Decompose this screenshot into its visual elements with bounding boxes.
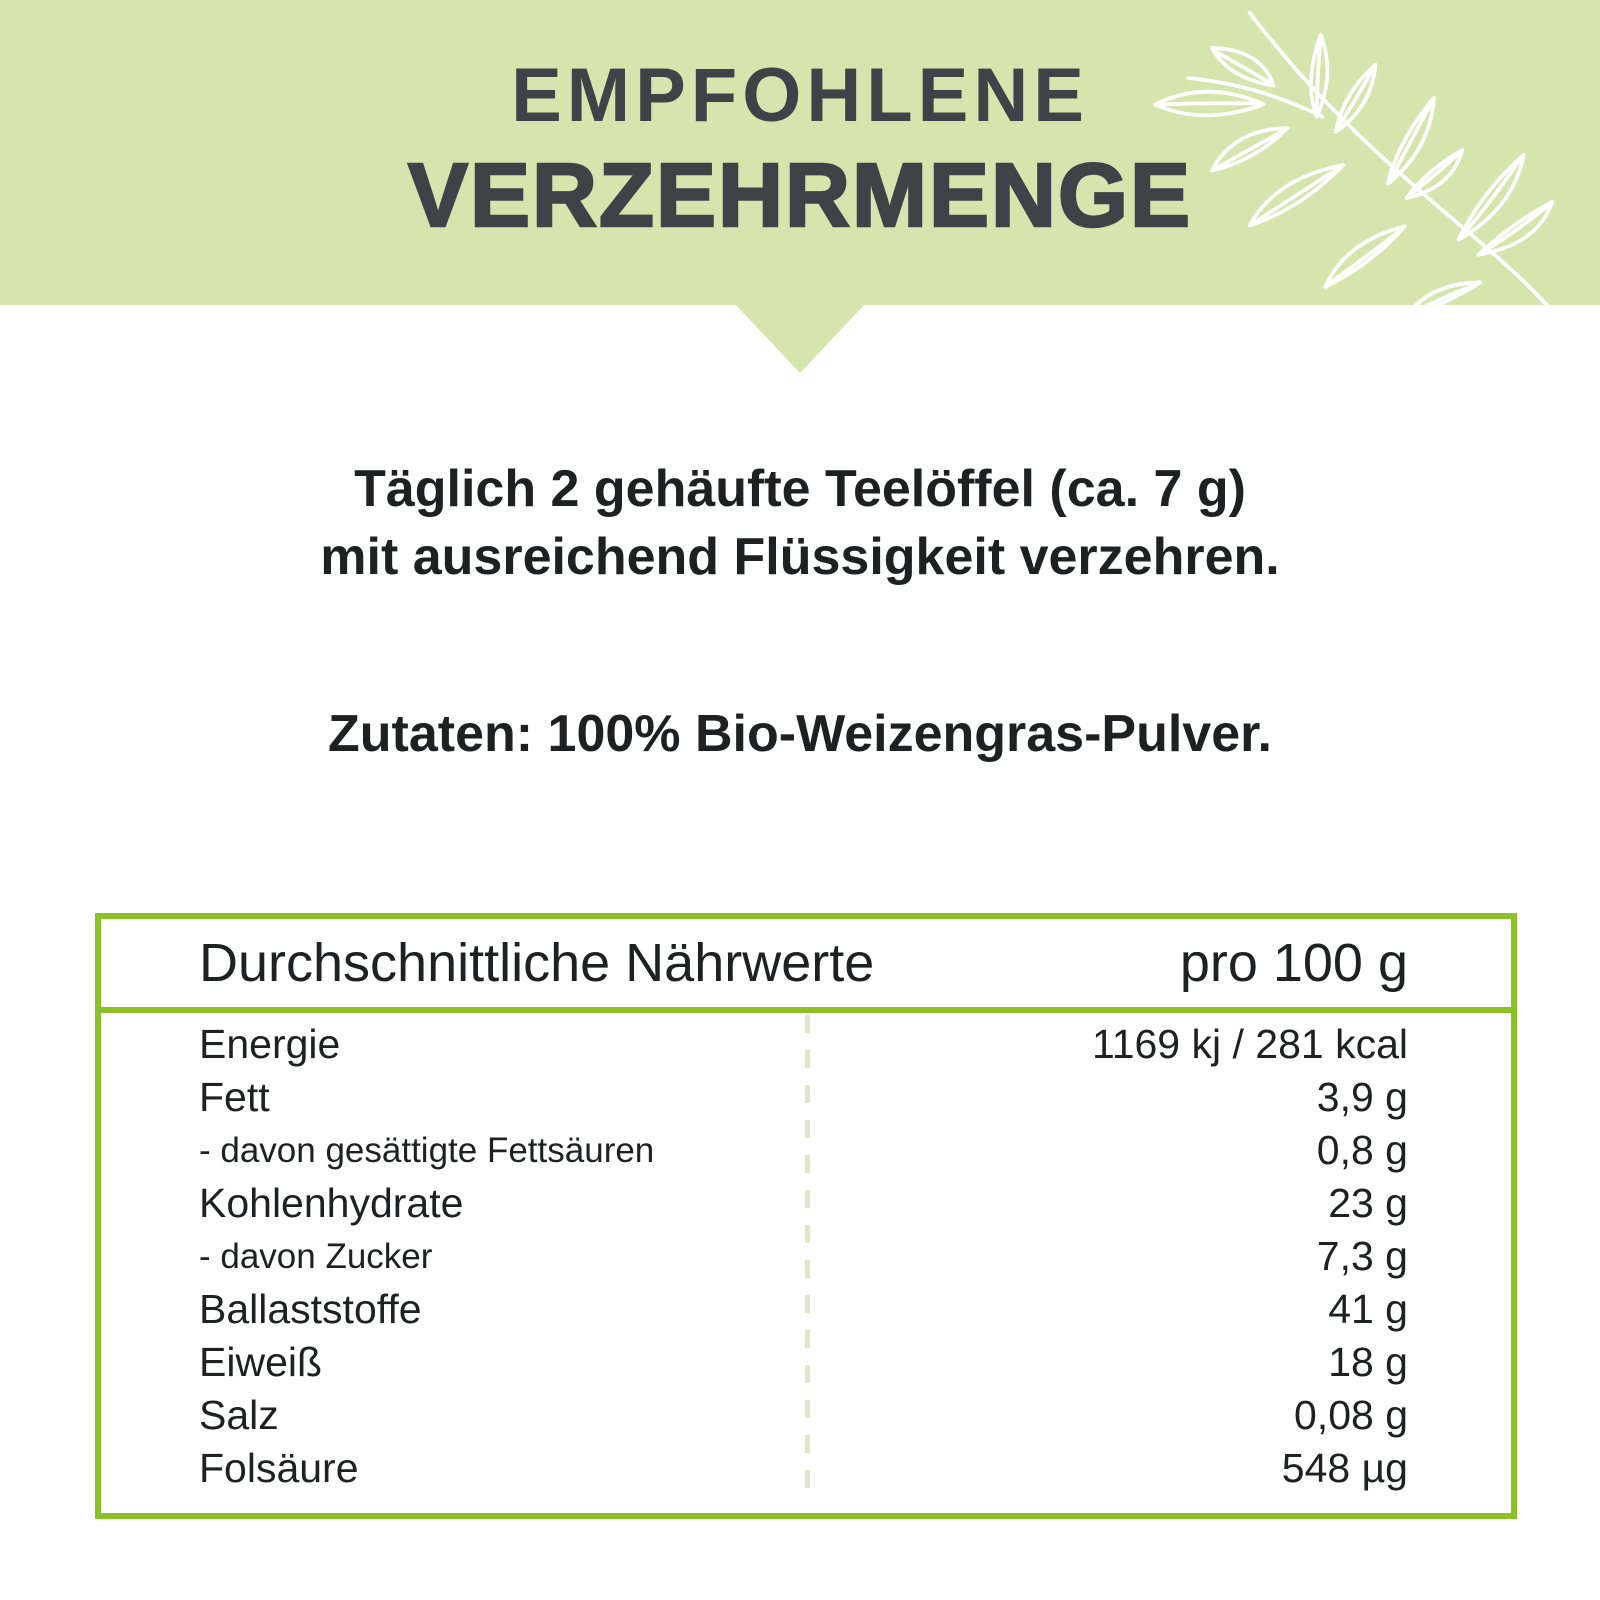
nutrition-header-amount: pro 100 g [1179,933,1408,993]
nutrient-value: 41 g [1328,1286,1408,1332]
nutrient-value: 23 g [1328,1180,1408,1226]
dosage-line2: mit ausreichend Flüssigkeit verzehren. [320,528,1280,586]
nutrition-table-row: Kohlenhydrate 23 g [199,1177,1408,1230]
olive-branch-icon [1153,10,1557,320]
nutrient-label: Salz [199,1392,279,1438]
header-banner: EMPFOHLENE VERZEHRMENGE [0,0,1600,320]
nutrient-label: Energie [199,1021,341,1067]
dosage-text: Täglich 2 gehäufte Teelöffel (ca. 7 g) m… [0,455,1600,591]
nutrition-table-row: - davon gesättigte Fettsäuren 0,8 g [199,1124,1408,1177]
nutrition-table-row: Eiweiß 18 g [199,1336,1408,1389]
nutrient-value: 3,9 g [1316,1074,1408,1120]
nutrient-label: Ballaststoffe [199,1286,422,1332]
nutrient-value: 1169 kj / 281 kcal [1091,1021,1408,1067]
dosage-line1: Täglich 2 gehäufte Teelöffel (ca. 7 g) [354,460,1246,518]
nutrition-table-row: Folsäure 548 µg [199,1442,1408,1495]
nutrition-table-row: Energie 1169 kj / 281 kcal [199,1018,1408,1071]
nutrition-table: Durchschnittliche Nährwerte pro 100 g En… [95,913,1517,1519]
nutrient-label: Eiweiß [199,1339,323,1385]
nutrition-table-row: Salz 0,08 g [199,1389,1408,1442]
dashed-column-divider [805,1015,810,1488]
nutrition-table-row: - davon Zucker 7,3 g [199,1230,1408,1283]
page-title-line1: EMPFOHLENE [511,53,1089,138]
nutrient-label: Kohlenhydrate [199,1180,464,1226]
banner-pointer-triangle [736,305,864,373]
nutrient-label: - davon gesättigte Fettsäuren [199,1130,655,1170]
nutrient-label: Fett [199,1074,270,1120]
nutrient-label: Folsäure [199,1445,359,1491]
nutrient-label: - davon Zucker [199,1236,433,1276]
nutrition-header-label: Durchschnittliche Nährwerte [199,933,875,993]
nutrition-table-header: Durchschnittliche Nährwerte pro 100 g [101,919,1511,1013]
nutrient-value: 18 g [1328,1339,1408,1385]
nutrient-value: 548 µg [1281,1445,1408,1491]
page-title-line2: VERZEHRMENGE [407,146,1193,246]
nutrition-table-body: Energie 1169 kj / 281 kcal Fett 3,9 g - … [101,1013,1511,1507]
nutrient-value: 7,3 g [1316,1233,1408,1279]
nutrition-table-row: Ballaststoffe 41 g [199,1283,1408,1336]
nutrient-value: 0,8 g [1316,1127,1408,1173]
ingredients-text: Zutaten: 100% Bio-Weizengras-Pulver. [328,705,1272,763]
nutrition-table-row: Fett 3,9 g [199,1071,1408,1124]
nutrient-value: 0,08 g [1294,1392,1408,1438]
